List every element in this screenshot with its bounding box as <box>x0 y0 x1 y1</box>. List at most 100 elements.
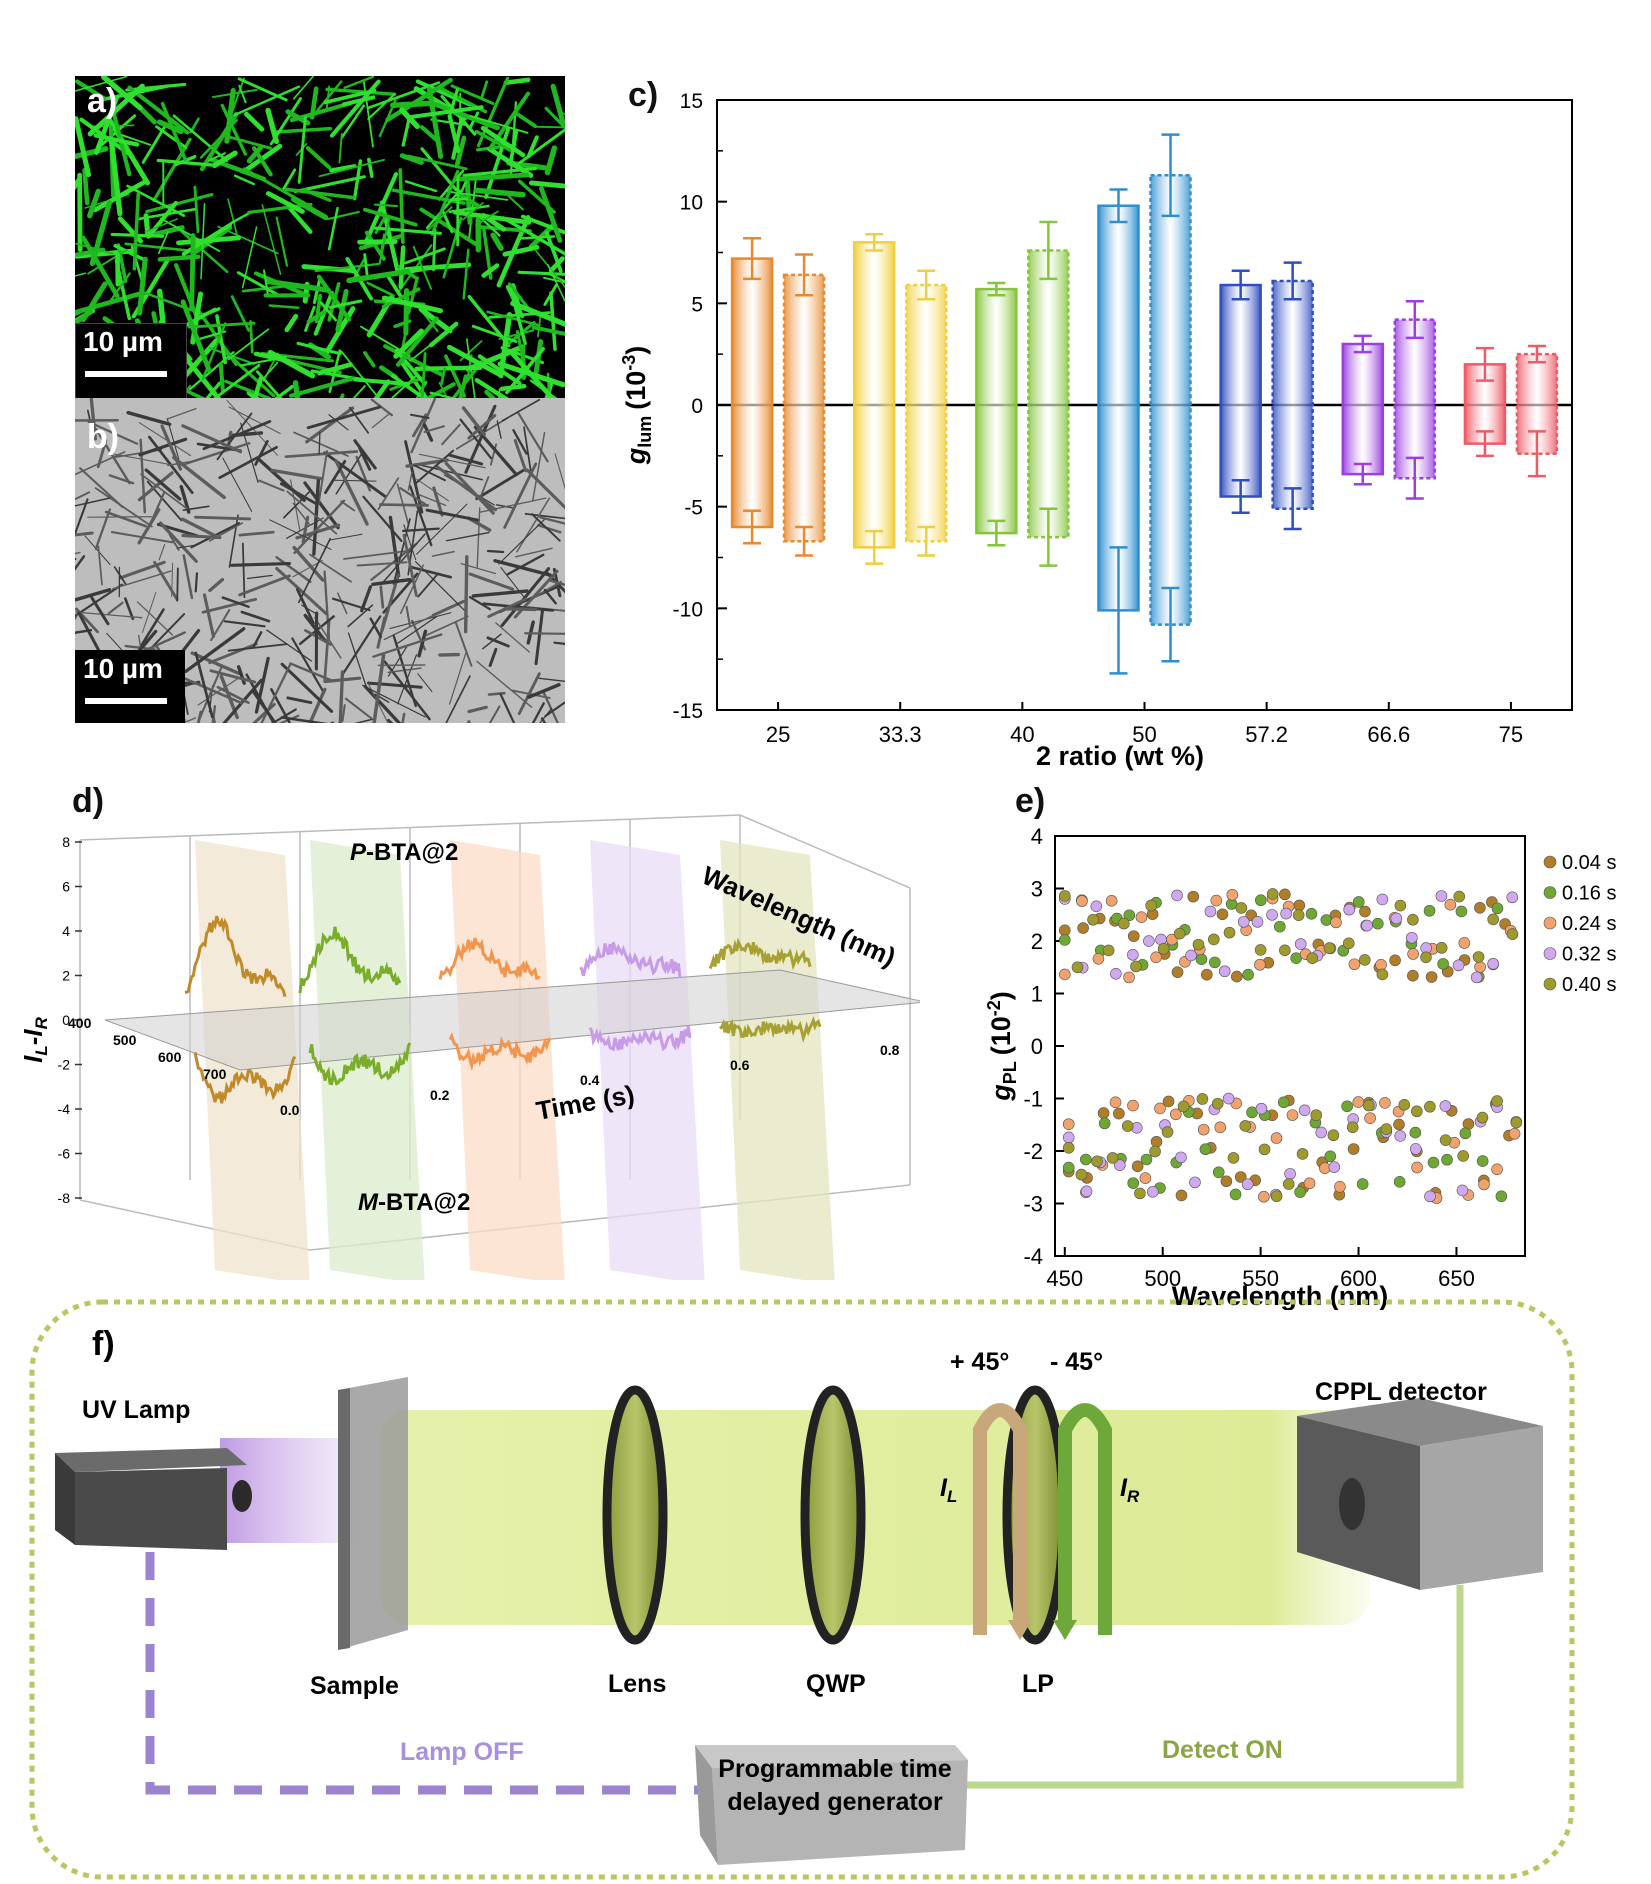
point <box>1330 916 1342 929</box>
fiber <box>523 426 532 472</box>
scale-bar-box-a <box>75 323 187 398</box>
fiber <box>381 295 443 314</box>
x-tick-label-e: 600 <box>1340 1266 1377 1291</box>
point <box>1258 1143 1271 1156</box>
fiber <box>172 114 229 163</box>
y-title-main-c: g <box>621 447 651 465</box>
fiber <box>319 301 338 322</box>
fiber <box>389 612 452 630</box>
point <box>1229 1188 1242 1201</box>
y-tick-label-c: -10 <box>673 598 703 621</box>
fiber <box>211 88 258 99</box>
points-e <box>1058 888 1523 1204</box>
micrograph-fluorescence: a) 10 µm <box>75 76 565 398</box>
y-tick-label-e: -4 <box>1023 1244 1043 1269</box>
fiber <box>138 437 188 457</box>
point <box>1227 1152 1240 1164</box>
point <box>1270 1132 1283 1144</box>
fiber <box>124 597 135 621</box>
fiber <box>118 560 166 580</box>
fiber <box>445 531 490 542</box>
fiber <box>316 274 352 322</box>
fiber <box>112 112 132 177</box>
point <box>1150 951 1162 964</box>
fiber <box>362 684 426 718</box>
fiber <box>75 309 94 326</box>
fiber <box>412 245 433 290</box>
fiber <box>280 662 334 713</box>
fiber <box>526 135 539 159</box>
fiber <box>525 468 565 510</box>
point <box>1154 1102 1166 1115</box>
fiber <box>176 235 242 246</box>
point <box>1197 1123 1210 1136</box>
point <box>1506 928 1519 940</box>
fiber <box>329 533 363 541</box>
fiber <box>303 481 340 530</box>
fiber <box>476 660 533 708</box>
fiber <box>306 405 382 430</box>
fiber <box>112 570 172 590</box>
fiber <box>90 596 110 626</box>
trace-p <box>438 937 541 981</box>
fiber <box>467 705 488 714</box>
point <box>1487 913 1499 926</box>
scale-bar-box-b <box>75 650 185 723</box>
fiber <box>372 226 442 235</box>
cppl-setup-diagram: f) UV Lamp Sample Lens QWP LP + 45° - 45… <box>29 1299 1575 1880</box>
fiber <box>363 684 402 723</box>
fiber <box>291 196 329 221</box>
fiber <box>392 634 417 708</box>
fiber <box>323 619 331 683</box>
point <box>1113 1107 1125 1120</box>
fiber <box>404 247 446 265</box>
point <box>1472 951 1485 963</box>
fiber <box>75 497 111 507</box>
fiber <box>542 692 560 723</box>
point <box>1435 942 1448 954</box>
fiber <box>249 320 254 354</box>
fiber <box>184 627 246 674</box>
fiber <box>242 167 311 208</box>
legend-label: 0.04 s <box>1562 852 1616 874</box>
bar <box>730 257 774 529</box>
fiber <box>378 215 391 265</box>
point <box>1134 1187 1146 1200</box>
fiber <box>489 443 498 466</box>
fiber <box>201 597 258 614</box>
fiber <box>373 203 398 208</box>
fiber <box>413 464 446 482</box>
point <box>1411 1105 1423 1118</box>
bar <box>1027 249 1070 539</box>
point <box>1251 916 1264 928</box>
ir-sub: R <box>1127 1487 1140 1506</box>
fiber <box>126 410 172 426</box>
fiber <box>260 663 292 723</box>
fiber <box>223 620 266 628</box>
point <box>1223 926 1236 939</box>
point <box>1109 1096 1122 1109</box>
annotation-p-prefix: P <box>350 839 367 866</box>
fiber <box>478 476 490 501</box>
fiber <box>180 299 212 373</box>
lens <box>602 1385 668 1645</box>
fiber <box>236 665 246 685</box>
scale-bar-a <box>85 371 167 377</box>
fiber <box>539 707 553 723</box>
il-main: I <box>940 1474 948 1502</box>
point <box>1364 1112 1376 1124</box>
fiber <box>238 84 247 104</box>
fiber <box>535 125 565 129</box>
ir-arrow <box>1058 1403 1112 1635</box>
point <box>1076 895 1088 907</box>
bar <box>852 241 896 549</box>
point <box>1149 1145 1161 1158</box>
bar <box>1393 318 1437 480</box>
fiber <box>252 702 276 723</box>
fiber <box>514 111 537 129</box>
fiber <box>406 265 438 274</box>
point <box>1394 899 1407 912</box>
fiber <box>108 474 135 485</box>
fiber <box>224 134 272 150</box>
fiber <box>507 194 524 211</box>
